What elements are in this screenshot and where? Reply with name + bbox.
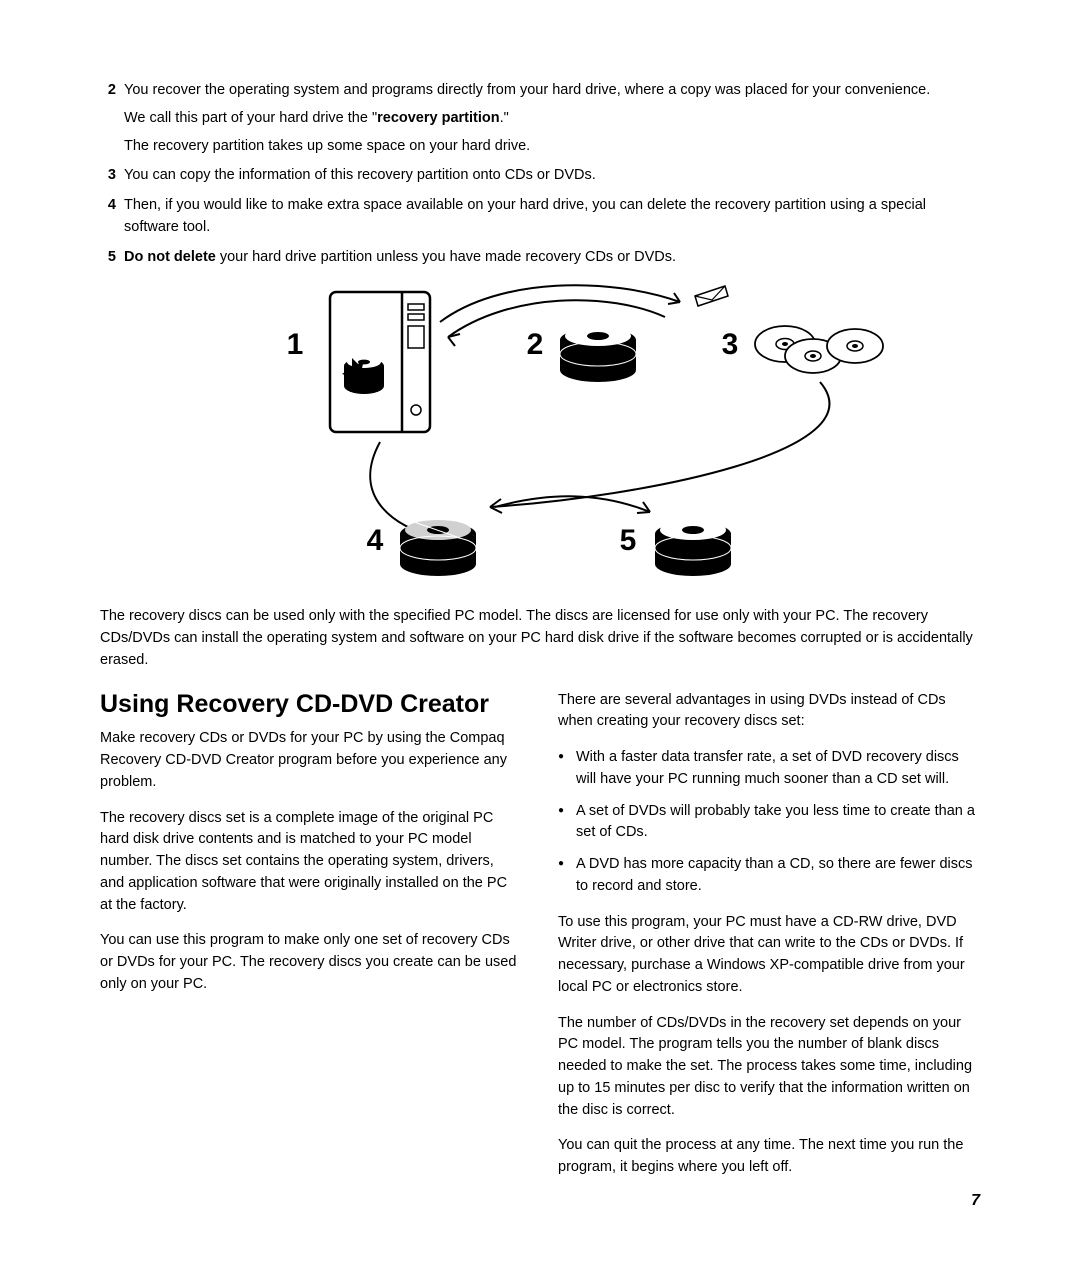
para: Make recovery CDs or DVDs for your PC by… <box>100 728 522 793</box>
diagram-label-5: 5 <box>620 524 637 557</box>
para: You can use this program to make only on… <box>100 930 522 995</box>
step-body: You can copy the information of this rec… <box>124 165 980 187</box>
diagram-label-2: 2 <box>527 328 544 361</box>
envelope-icon <box>695 286 728 306</box>
section-heading: Using Recovery CD-DVD Creator <box>100 690 522 719</box>
step-num: 3 <box>100 165 116 187</box>
disc-stack-icon-2 <box>655 520 731 576</box>
step-num: 5 <box>100 247 116 269</box>
disc-stack-gray-icon <box>400 520 476 576</box>
right-column: There are several advantages in using DV… <box>558 690 980 1193</box>
para: You can quit the process at any time. Th… <box>558 1135 980 1179</box>
para: The recovery discs set is a complete ima… <box>100 808 522 917</box>
step-3: 3 You can copy the information of this r… <box>100 165 980 187</box>
bullet-item: A DVD has more capacity than a CD, so th… <box>576 854 980 898</box>
step-num: 2 <box>100 80 116 157</box>
para: To use this program, your PC must have a… <box>558 912 980 999</box>
left-column: Using Recovery CD-DVD Creator Make recov… <box>100 690 522 1193</box>
tower-icon <box>330 292 430 432</box>
para: There are several advantages in using DV… <box>558 690 980 734</box>
para: The number of CDs/DVDs in the recovery s… <box>558 1013 980 1122</box>
diagram-label-4: 4 <box>367 524 384 557</box>
step-body: You recover the operating system and pro… <box>124 80 980 157</box>
bullet-item: A set of DVDs will probably take you les… <box>576 801 980 845</box>
diagram-label-3: 3 <box>722 328 739 361</box>
step-line: The recovery partition takes up some spa… <box>124 136 980 158</box>
bullet-list: With a faster data transfer rate, a set … <box>558 747 980 898</box>
step-body: Then, if you would like to make extra sp… <box>124 195 980 239</box>
after-diagram-text: The recovery discs can be used only with… <box>100 606 980 671</box>
recovery-diagram: 1 2 <box>100 282 980 592</box>
disc-stack-icon <box>560 326 636 382</box>
diagram-label-1: 1 <box>287 328 304 361</box>
step-2: 2 You recover the operating system and p… <box>100 80 980 157</box>
step-4: 4 Then, if you would like to make extra … <box>100 195 980 239</box>
two-column-section: Using Recovery CD-DVD Creator Make recov… <box>100 690 980 1193</box>
discs-icon <box>755 326 883 373</box>
bullet-item: With a faster data transfer rate, a set … <box>576 747 980 791</box>
step-line: We call this part of your hard drive the… <box>124 108 980 130</box>
step-5: 5 Do not delete your hard drive partitio… <box>100 247 980 269</box>
page-number: 7 <box>971 1192 980 1210</box>
step-body: Do not delete your hard drive partition … <box>124 247 980 269</box>
step-num: 4 <box>100 195 116 239</box>
numbered-steps: 2 You recover the operating system and p… <box>100 80 980 268</box>
step-line: You recover the operating system and pro… <box>124 82 930 98</box>
